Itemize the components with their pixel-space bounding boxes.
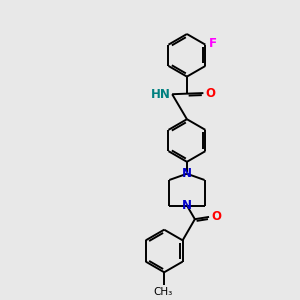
- Text: HN: HN: [151, 88, 170, 101]
- Text: O: O: [206, 87, 216, 100]
- Text: N: N: [182, 199, 192, 212]
- Text: CH₃: CH₃: [153, 287, 172, 297]
- Text: N: N: [182, 167, 192, 180]
- Text: O: O: [211, 210, 221, 224]
- Text: F: F: [209, 37, 217, 50]
